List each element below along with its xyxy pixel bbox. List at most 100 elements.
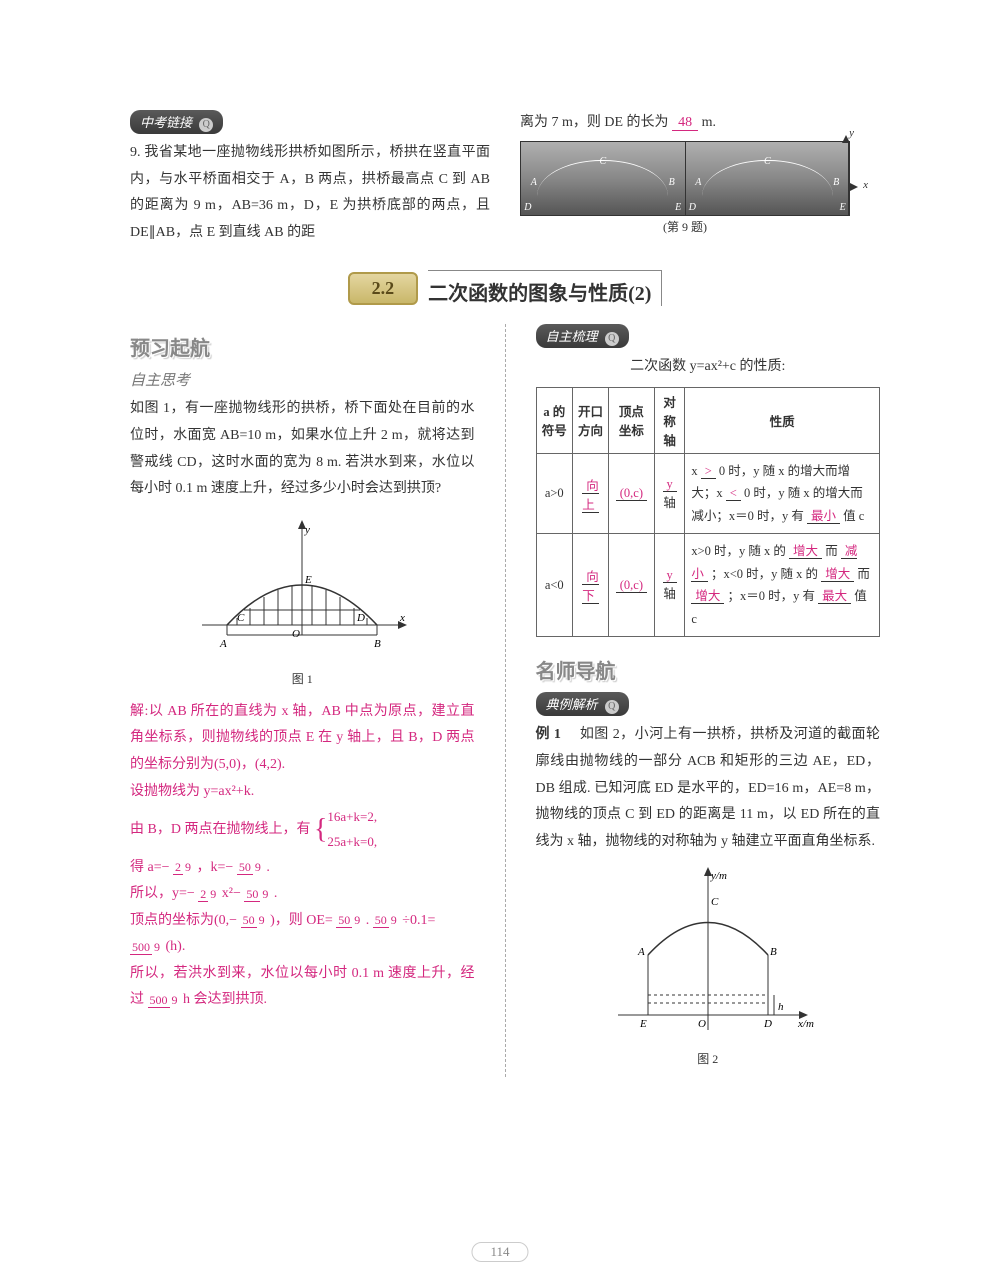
figure-2-svg: y/m x/m C A B E D O h [598,865,818,1045]
solution-3: 由 B，D 两点在抛物线上，有 { 16a+k=2, 25a+k=0, [130,805,475,854]
sol6-pre: 顶点的坐标为(0,− [130,913,237,928]
fig1-x: x [399,612,405,624]
th-dir: 开口方向 [573,387,609,453]
arrow-right-icon [850,183,858,191]
fig1-c: C [237,612,245,624]
search-icon-2: Q [605,332,619,346]
svg-text:B: B [770,946,777,958]
th-prop: 性质 [685,387,880,453]
sol6-mid1: )，则 OE= [270,913,333,928]
solution-1: 解:以 AB 所在的直线为 x 轴，AB 中点为原点，建立直角坐标系，则抛物线的… [130,699,475,779]
r1-vertex: (0,c) [616,486,647,501]
figure-2-caption: 图 2 [536,1050,881,1067]
svg-text:E: E [639,1018,647,1030]
right-column: 自主梳理 Q 二次函数 y=ax²+c 的性质: a 的符号 开口方向 顶点坐标… [536,324,881,1077]
preview-heading: 预习起航 [130,332,475,361]
page-number: 114 [471,1242,528,1262]
sol8-end: h 会达到拱顶. [183,992,267,1007]
r2-prop: x>0 时，y 随 x 的 增大 而 减小 ；x<0 时，y 随 x 的 增大 … [685,534,880,637]
r1-sign: a>0 [536,453,573,534]
example-1-text: 如图 2，小河上有一拱桥，拱桥及河道的截面轮廓线由抛物线的一部分 ACB 和矩形… [536,727,881,848]
example-pill: 典例解析 Q [536,692,629,716]
sol4-pre: 得 a=− [130,860,170,875]
solution-5: 所以，y=− 29 x²− 509 . [130,881,475,908]
q9-answer: 48 [672,115,698,131]
label-c2: C [764,156,771,167]
r2p3: ；x<0 时，y 随 x 的 [711,567,818,581]
question-9: 9. 我省某地一座抛物线形拱桥如图所示，桥拱在竖直平面内，与水平桥面相交于 A，… [130,140,490,246]
fig1-b: B [374,638,381,650]
brace-icon: { [314,816,327,844]
frac-n7: 50 [373,913,389,928]
svg-text:D: D [763,1018,772,1030]
svg-text:x/m: x/m [797,1018,814,1030]
r2p2: 而 [825,544,838,558]
example-label: 典例解析 [546,697,598,712]
sol5-pre: 所以，y=− [130,886,195,901]
r1p3: 值 c [843,509,864,523]
figure-1-svg: y x A B C D E O [192,515,412,665]
example-1: 例 1 如图 2，小河上有一拱桥，拱桥及河道的截面轮廓线由抛物线的一部分 ACB… [536,722,881,855]
r2p4: 而 [857,567,870,581]
figure-1-caption: 图 1 [130,670,475,687]
r2f3: 增大 [821,567,854,582]
q9-number: 9. [130,145,141,160]
fig1-y: y [304,524,310,536]
figure-2: y/m x/m C A B E D O h 图 2 [536,865,881,1067]
fig9-left: C A B D E [521,142,686,215]
figure-9-caption: (第 9 题) [520,218,850,235]
column-divider [505,324,506,1077]
self-organize-label: 自主梳理 [546,329,598,344]
label-e: E [675,202,681,213]
r1-dir: 向上 [582,479,599,513]
th-sign: a 的符号 [536,387,573,453]
axis-x-label: x [863,179,868,191]
label-b: B [669,177,675,188]
main-content: 预习起航 自主思考 如图 1，有一座抛物线形的拱桥，桥下面处在目前的水位时，水面… [130,324,880,1077]
r1f1: > [701,464,716,479]
sol5-mid: x²− [222,886,241,901]
sol7-end: (h). [166,939,186,954]
th-vertex: 顶点坐标 [608,387,654,453]
sol6-mid2: . [366,913,370,928]
fig1-o: O [292,628,300,640]
r2f5: 最大 [818,589,851,604]
frac-d4: 9 [260,887,270,901]
properties-table: a 的符号 开口方向 顶点坐标 对称轴 性质 a>0 向上 (0,c) y 轴 … [536,387,881,638]
r1-axis-pre: y [663,477,677,492]
q9-cont-text: 离为 7 m，则 DE 的长为 [520,115,669,130]
table-header-row: a 的符号 开口方向 顶点坐标 对称轴 性质 [536,387,880,453]
solution-2: 设抛物线为 y=ax²+k. [130,779,475,806]
sol4-mid: ，k=− [197,860,234,875]
solution-7: 5009 (h). [130,934,475,961]
table-title: 二次函数 y=ax²+c 的性质: [536,354,881,381]
q9-continuation: 离为 7 m，则 DE 的长为 48 m. [520,110,880,137]
figure-9: C A B D E C A B D E y x [520,141,850,231]
solution-6: 顶点的坐标为(0,− 509 )，则 OE= 509 . 509 ÷0.1= [130,908,475,935]
figure-9-image: C A B D E C A B D E [520,141,850,216]
top-row: 中考链接 Q 9. 我省某地一座抛物线形拱桥如图所示，桥拱在竖直平面内，与水平桥… [130,110,880,246]
r1-axis-post: 轴 [663,496,676,510]
frac-d2: 9 [253,860,263,874]
r2-axis-post: 轴 [663,587,676,601]
frac-n: 2 [173,860,183,875]
frac-d6: 9 [352,913,362,927]
self-think-heading: 自主思考 [130,369,475,390]
sol4-end: . [266,860,270,875]
frac-n2: 50 [237,860,253,875]
sol6-mid3: ÷0.1= [402,913,435,928]
r2-vertex: (0,c) [616,578,647,593]
teacher-guide-heading: 名师导航 [536,655,881,684]
fig1-d: D [356,612,365,624]
problem-text: 如图 1，有一座抛物线形的拱桥，桥下面处在目前的水位时，水面宽 AB=10 m，… [130,396,475,502]
label-d: D [524,202,531,213]
section-title: 二次函数的图象与性质(2) [428,283,651,305]
svg-text:O: O [698,1018,706,1030]
frac-d8: 9 [152,940,162,954]
table-row-1: a>0 向上 (0,c) y 轴 x > 0 时，y 随 x 的增大而增大；x … [536,453,880,534]
fig9-right: C A B D E [686,142,850,215]
cases-lines: 16a+k=2, 25a+k=0, [327,805,377,854]
r2-sign: a<0 [536,534,573,637]
frac-n6: 50 [336,913,352,928]
r2-dir: 向下 [582,570,599,604]
